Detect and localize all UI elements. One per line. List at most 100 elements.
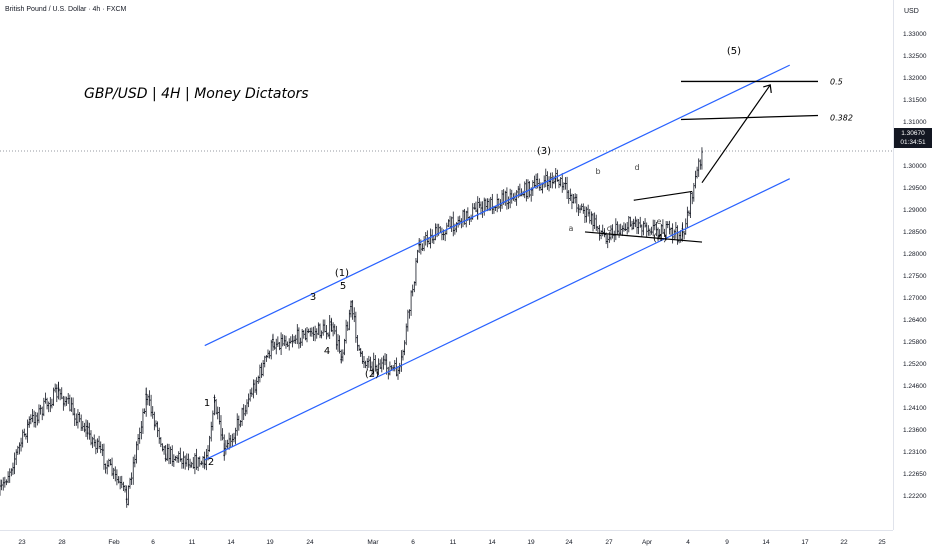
x-tick-label: 9 <box>725 539 729 546</box>
ohlc-bar <box>548 176 551 192</box>
ohlc-bar <box>414 258 417 286</box>
ohlc-bar <box>265 355 268 362</box>
ohlc-bar <box>184 455 187 470</box>
x-tick-label: 24 <box>565 539 573 546</box>
ohlc-bar <box>613 230 616 243</box>
last-price-value: 1.30670 <box>901 130 925 137</box>
ohlc-bar <box>322 319 325 336</box>
ohlc-bar <box>501 190 504 209</box>
ohlc-bar <box>403 340 406 356</box>
y-tick-label: 1.29500 <box>903 185 927 192</box>
ohlc-bar <box>5 479 8 486</box>
ohlc-bar <box>13 452 16 475</box>
ohlc-bar <box>544 168 547 188</box>
ohlc-bar <box>505 187 508 210</box>
ohlc-bar <box>476 196 479 220</box>
ohlc-bar <box>465 210 468 228</box>
y-tick-label: 1.23600 <box>903 427 927 434</box>
ohlc-bar <box>551 172 554 189</box>
wave-label: c <box>607 224 611 233</box>
ohlc-bar <box>684 218 687 235</box>
ohlc-bar <box>68 394 71 412</box>
ohlc-bar <box>148 390 151 406</box>
ohlc-bar <box>306 326 309 343</box>
ohlc-bar <box>293 335 296 344</box>
ohlc-bar <box>29 414 32 425</box>
ohlc-bar <box>637 218 640 235</box>
wave-label: (4) <box>653 233 667 244</box>
ohlc-bar <box>190 461 193 468</box>
ohlc-bar <box>595 214 598 231</box>
y-tick-label: 1.27000 <box>903 295 927 302</box>
annotation-title: GBP/USD | 4H | Money Dictators <box>84 86 309 102</box>
ohlc-bar <box>328 315 331 340</box>
ohlc-bar <box>525 179 528 202</box>
ohlc-bar <box>640 224 643 237</box>
ohlc-bar <box>88 422 91 440</box>
ohlc-bar <box>197 457 200 472</box>
x-tick-label: 19 <box>527 539 535 546</box>
ohlc-bar <box>416 249 419 264</box>
ohlc-bar <box>510 189 513 204</box>
ohlc-bar <box>156 421 159 438</box>
ohlc-bar <box>421 243 424 252</box>
ohlc-bar <box>263 355 266 368</box>
ohlc-bar <box>115 469 118 486</box>
ohlc-bar <box>193 453 196 475</box>
ohlc-bar <box>213 394 216 403</box>
ohlc-bar <box>678 232 681 244</box>
ohlc-bar <box>611 224 614 239</box>
ohlc-bar <box>384 353 387 366</box>
x-tick-label: 14 <box>488 539 496 546</box>
ohlc-bar <box>478 197 481 209</box>
x-tick-label: Feb <box>108 539 120 546</box>
x-tick-label: 11 <box>450 539 457 546</box>
ohlc-bar <box>393 360 396 372</box>
ohlc-bar <box>146 394 149 406</box>
x-tick-label: 14 <box>227 539 235 546</box>
ohlc-bar <box>444 230 447 242</box>
ohlc-bar <box>78 412 81 423</box>
ohlc-bar <box>671 223 674 244</box>
ohlc-bar <box>526 179 529 199</box>
ohlc-bar <box>351 300 354 320</box>
y-tick-label: 1.28500 <box>903 229 927 236</box>
ohlc-bar <box>268 350 271 359</box>
ohlc-bar <box>452 211 455 237</box>
ohlc-bar <box>224 440 227 455</box>
ohlc-bar <box>73 407 76 427</box>
wave-label: 3 <box>310 292 316 303</box>
ohlc-bar <box>266 349 269 359</box>
ohlc-bar <box>231 433 234 447</box>
ohlc-bar <box>627 216 630 233</box>
ohlc-bar <box>592 213 595 232</box>
ohlc-bar <box>28 416 31 427</box>
ohlc-bar <box>158 427 161 444</box>
ohlc-bar <box>237 415 240 431</box>
x-tick-label: Apr <box>642 539 653 546</box>
ohlc-bar <box>635 218 638 235</box>
ohlc-bar <box>75 413 78 426</box>
ohlc-bar <box>379 359 382 370</box>
ohlc-bar <box>569 188 572 201</box>
ohlc-bar <box>700 147 703 170</box>
y-tick-label: 1.27500 <box>903 273 927 280</box>
ohlc-bar <box>289 336 292 344</box>
ohlc-bar <box>367 355 370 368</box>
ohlc-bar <box>496 193 499 213</box>
ohlc-bar <box>20 437 23 452</box>
x-tick-label: 14 <box>762 539 770 546</box>
y-tick-label: 1.33000 <box>903 31 927 38</box>
ohlc-bar <box>340 353 343 364</box>
ohlc-bar <box>504 190 507 206</box>
ohlc-bar <box>174 455 177 461</box>
ohlc-bar <box>250 387 253 397</box>
x-tick-label: 4 <box>686 539 690 546</box>
ohlc-bar <box>138 427 141 444</box>
ohlc-bar <box>102 443 105 470</box>
ohlc-bar <box>232 432 235 443</box>
ohlc-bar <box>461 209 464 228</box>
ohlc-bar <box>226 439 229 449</box>
wave-label: (2) <box>365 369 379 380</box>
